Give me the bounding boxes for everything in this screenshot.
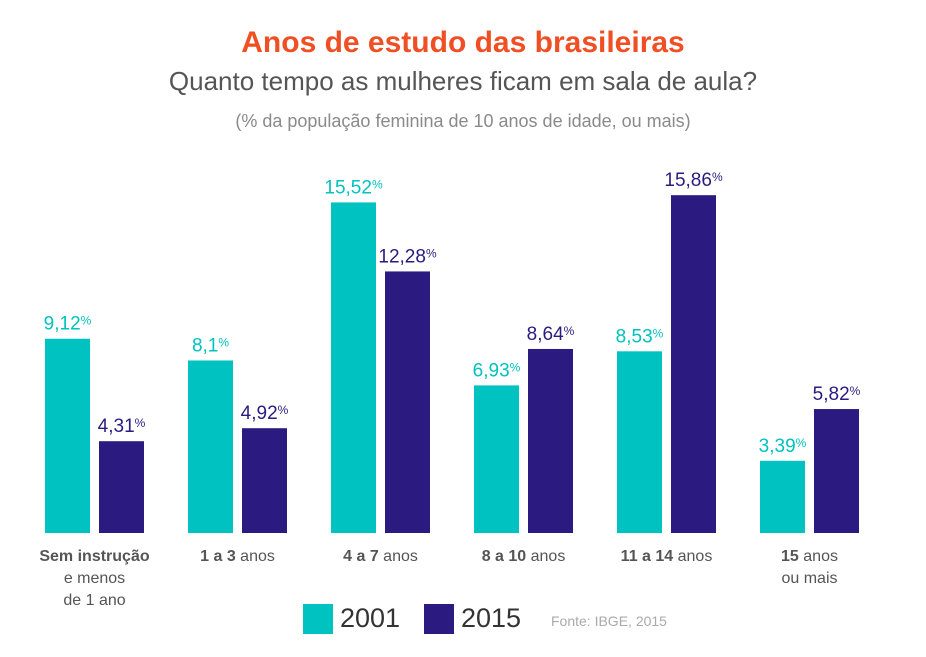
category-label-0: Sem instrução e menos de 1 ano xyxy=(39,548,150,609)
data-label-2015-5: 5,82% xyxy=(813,384,861,405)
chart-subtitle: Quanto tempo as mulheres ficam em sala d… xyxy=(168,66,758,96)
source-note: Fonte: IBGE, 2015 xyxy=(551,613,667,629)
category-label-2: 4 a 7 anos xyxy=(343,548,418,565)
data-label-2001-0: 9,12% xyxy=(44,314,92,335)
data-label-2015-4: 15,86% xyxy=(664,170,723,191)
bar-2015-2 xyxy=(385,271,430,533)
legend-label-2001: 2001 xyxy=(340,603,401,633)
legend-swatch-2015 xyxy=(424,604,454,634)
category-label-3: 8 a 10 anos xyxy=(481,548,566,565)
category-label-1: 1 a 3 anos xyxy=(200,548,275,565)
bar-2001-3 xyxy=(474,385,519,533)
bar-2015-3 xyxy=(528,348,573,533)
data-label-2015-3: 8,64% xyxy=(527,324,575,345)
data-label-2015-0: 4,31% xyxy=(98,416,146,437)
bar-2015-0 xyxy=(99,441,144,533)
bar-2001-2 xyxy=(331,202,376,533)
bar-2001-4 xyxy=(617,351,662,533)
data-label-2001-4: 8,53% xyxy=(616,326,664,347)
legend-label-2015: 2015 xyxy=(461,603,522,633)
category-label-4: 11 a 14 anos xyxy=(620,548,713,565)
data-label-2001-3: 6,93% xyxy=(473,360,521,381)
data-label-2015-2: 12,28% xyxy=(378,246,437,267)
data-label-2015-1: 4,92% xyxy=(241,403,289,424)
bar-2015-4 xyxy=(671,195,716,533)
chart-title: Anos de estudo das brasileiras xyxy=(241,26,685,59)
bar-2015-5 xyxy=(814,409,859,533)
category-label-5: 15 anos ou mais xyxy=(781,548,838,587)
legend-swatch-2001 xyxy=(303,604,333,634)
data-label-2001-1: 8,1% xyxy=(192,335,229,356)
data-label-2001-2: 15,52% xyxy=(324,177,383,198)
bar-2001-0 xyxy=(45,338,90,533)
bar-2001-1 xyxy=(188,360,233,533)
data-label-2001-5: 3,39% xyxy=(759,436,807,457)
bar-2015-1 xyxy=(242,428,287,533)
bar-2001-5 xyxy=(760,460,805,533)
chart-note: (% da população feminina de 10 anos de i… xyxy=(235,111,691,131)
